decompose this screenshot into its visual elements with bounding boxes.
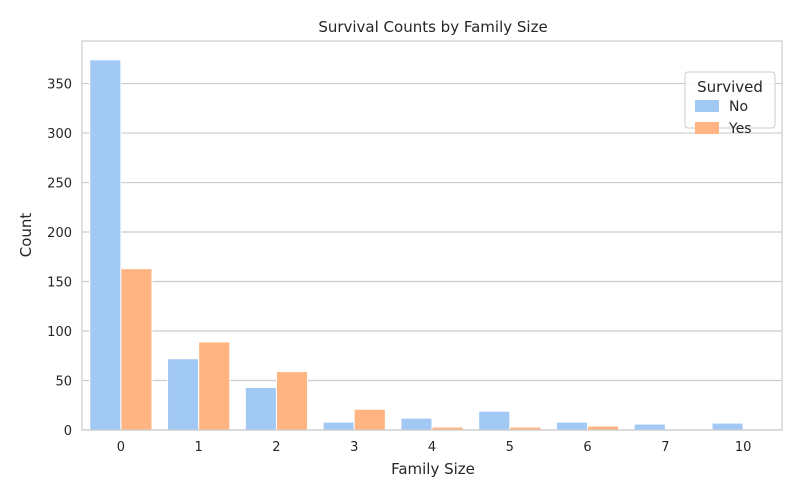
x-tick-label: 1 [195,440,203,455]
bar-no-0 [89,59,122,431]
legend-box [684,71,776,129]
y-tick-label: 250 [47,177,72,192]
bar-no-5 [478,410,511,431]
bar-yes-2 [275,371,309,431]
y-axis-title: Count [17,213,35,258]
y-tick-label: 200 [47,226,72,241]
bar-no-4 [400,417,433,431]
y-tick-label: 350 [47,78,72,93]
chart-title: Survival Counts by Family Size [318,18,547,36]
bar-no-1 [167,358,200,431]
y-tick-label: 50 [55,375,72,390]
y-tick-label: 0 [64,424,72,439]
bar-no-10 [711,422,744,431]
y-axis-ticks: 0 50 100 150 200 250 300 350 [47,78,72,439]
x-tick-label: 0 [117,440,125,455]
bar-yes-1 [198,341,231,431]
x-tick-label: 4 [428,440,436,455]
plot-frame [81,40,783,431]
plot-border [81,40,783,431]
x-tick-label: 10 [735,440,752,455]
y-tick-label: 150 [47,276,72,291]
x-axis-ticks: 0 1 2 3 4 5 6 7 10 [117,440,752,455]
x-axis-title: Family Size [391,460,475,478]
x-tick-label: 6 [583,440,591,455]
bar-yes-3 [353,408,386,431]
bar-no-2 [244,386,277,431]
y-tick-label: 100 [47,325,72,340]
bar-no-6 [555,421,589,431]
legend-label-yes: Yes [728,121,752,137]
y-tick-label: 300 [47,127,72,142]
x-tick-label: 5 [506,440,514,455]
bars [89,59,744,431]
x-tick-label: 7 [661,440,669,455]
legend-label-no: No [729,99,748,115]
x-tick-label: 2 [272,440,280,455]
bar-no-7 [633,423,666,431]
legend: Survived No Yes [684,71,776,137]
bar-no-3 [322,421,355,431]
legend-title: Survived [697,78,763,96]
legend-swatch-no [695,100,719,112]
bar-yes-0 [120,268,153,431]
legend-swatch-yes [695,122,719,134]
x-tick-label: 3 [350,440,358,455]
